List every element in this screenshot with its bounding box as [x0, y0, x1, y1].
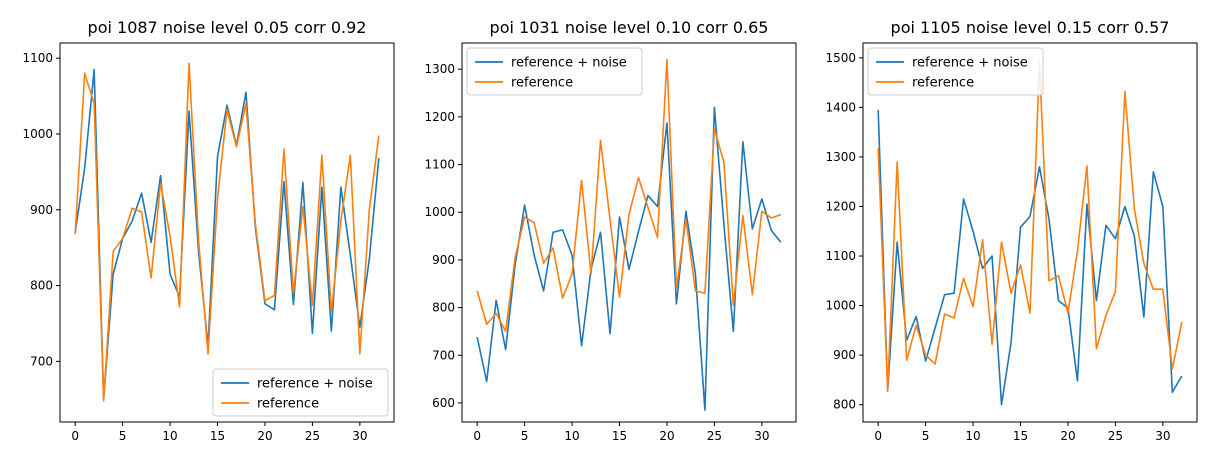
x-tick-label: 20 [659, 429, 674, 443]
x-tick-label: 5 [922, 429, 930, 443]
legend-label: reference + noise [511, 56, 627, 71]
y-tick-label: 900 [833, 348, 856, 362]
legend-box [466, 47, 643, 96]
y-tick-label: 1300 [825, 150, 856, 164]
y-tick-label: 900 [30, 203, 53, 217]
y-tick-label: 1300 [424, 62, 455, 76]
y-tick-label: 1200 [825, 199, 856, 213]
x-tick-label: 25 [1108, 429, 1123, 443]
y-tick-label: 1100 [825, 249, 856, 263]
y-tick-label: 700 [30, 354, 53, 368]
y-tick-label: 1200 [424, 110, 455, 124]
x-tick-label: 20 [257, 429, 272, 443]
y-tick-label: 1400 [825, 100, 856, 114]
series-line-reference-plus-noise [877, 109, 1183, 406]
x-tick-label: 15 [210, 429, 225, 443]
chart-title: poi 1105 noise level 0.15 corr 0.57 [891, 18, 1170, 37]
x-tick-label: 5 [521, 429, 529, 443]
legend: reference + noise reference [466, 47, 643, 96]
y-tick-label: 1100 [22, 51, 53, 65]
chart-panel-2: poi 1031 noise level 0.10 corr 0.65 0 5 10 1… [424, 18, 797, 443]
series-line-reference-plus-noise [476, 106, 782, 411]
chart-panel-3: poi 1105 noise level 0.15 corr 0.57 0 5 10 1… [825, 18, 1198, 443]
legend-label: reference [912, 76, 974, 91]
y-tick-label: 800 [30, 279, 53, 293]
y-tick-label: 1000 [825, 299, 856, 313]
series-line-reference [877, 62, 1183, 391]
legend-box [212, 368, 389, 417]
x-tick-label: 25 [305, 429, 320, 443]
series-line-reference [74, 62, 380, 402]
y-tick-label: 1000 [22, 127, 53, 141]
x-tick-label: 30 [754, 429, 769, 443]
legend-label: reference [257, 397, 319, 412]
x-tick-label: 5 [119, 429, 127, 443]
x-tick-label: 25 [707, 429, 722, 443]
x-tick-label: 10 [162, 429, 177, 443]
series-line-reference-plus-noise [74, 68, 380, 401]
y-tick-label: 1500 [825, 51, 856, 65]
x-tick-label: 0 [874, 429, 882, 443]
axes-frame [862, 42, 1198, 423]
legend: reference + noise reference [212, 368, 389, 417]
chart-title: poi 1087 noise level 0.05 corr 0.92 [88, 18, 367, 37]
y-tick-label: 800 [432, 301, 455, 315]
series-line-reference [476, 58, 782, 333]
axes-frame [59, 42, 395, 423]
legend-box [867, 47, 1044, 96]
x-tick-label: 20 [1060, 429, 1075, 443]
x-tick-label: 10 [965, 429, 980, 443]
y-tick-label: 700 [432, 348, 455, 362]
y-tick-label: 1000 [424, 205, 455, 219]
axes-frame [461, 42, 797, 423]
x-tick-label: 30 [352, 429, 367, 443]
legend-label: reference [511, 76, 573, 91]
y-tick-label: 1100 [424, 158, 455, 172]
chart-title: poi 1031 noise level 0.10 corr 0.65 [490, 18, 769, 37]
chart-panel-1: poi 1087 noise level 0.05 corr 0.92 0 5 10 1… [22, 18, 395, 443]
legend-label: reference + noise [257, 377, 373, 392]
x-tick-label: 0 [473, 429, 481, 443]
x-tick-label: 30 [1155, 429, 1170, 443]
y-tick-label: 800 [833, 398, 856, 412]
y-tick-label: 900 [432, 253, 455, 267]
x-tick-label: 0 [71, 429, 79, 443]
y-tick-label: 600 [432, 396, 455, 410]
x-tick-label: 15 [612, 429, 627, 443]
x-tick-label: 10 [564, 429, 579, 443]
legend-label: reference + noise [912, 56, 1028, 71]
x-tick-label: 15 [1013, 429, 1028, 443]
legend: reference + noise reference [867, 47, 1044, 96]
